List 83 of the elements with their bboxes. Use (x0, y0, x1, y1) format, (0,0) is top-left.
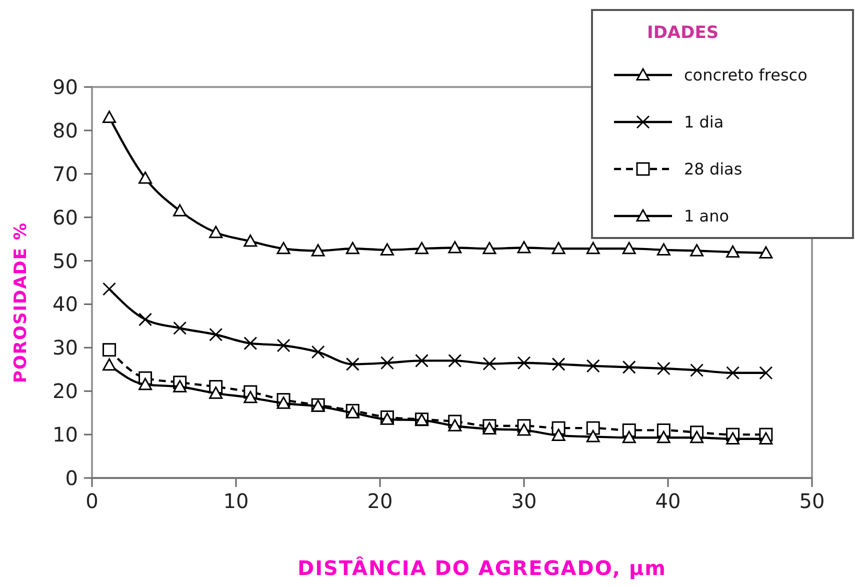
point (482, 422, 496, 434)
point (656, 430, 670, 444)
point (690, 430, 704, 444)
point (586, 430, 600, 442)
point (690, 244, 704, 256)
point (517, 240, 531, 254)
y-tick-label: 20 (52, 379, 78, 404)
point (102, 343, 116, 357)
y-tick-label: 60 (52, 205, 78, 230)
point (244, 234, 258, 247)
y-tick-label: 10 (52, 422, 78, 447)
point (173, 380, 187, 392)
point (138, 312, 152, 326)
point (759, 366, 773, 380)
point (586, 421, 600, 435)
point (656, 362, 670, 376)
point (276, 242, 290, 254)
point (482, 356, 496, 370)
point (586, 242, 600, 254)
point (726, 432, 740, 444)
point (380, 412, 394, 425)
x-tick-label: 30 (511, 489, 537, 513)
point (586, 359, 600, 373)
point (244, 336, 258, 350)
point (448, 354, 462, 368)
point (448, 240, 462, 254)
point (173, 204, 187, 216)
point (415, 354, 429, 368)
point (173, 321, 187, 335)
x-tick-label: 20 (367, 489, 393, 513)
y-tick-label: 30 (52, 336, 78, 360)
point (517, 356, 531, 370)
point (346, 357, 360, 371)
x-axis-title: DISTÂNCIA DO AGREGADO, µm (297, 556, 667, 580)
point (622, 242, 636, 254)
x-tick-label: 0 (86, 489, 98, 513)
point (276, 396, 290, 409)
point (726, 366, 740, 380)
point (102, 282, 116, 296)
point (102, 358, 116, 371)
x-tick-label: 10 (223, 489, 249, 513)
y-tick-label: 80 (52, 118, 78, 142)
point (690, 364, 704, 378)
legend-label: 28 dias (684, 160, 742, 179)
point (552, 242, 566, 254)
point (209, 328, 223, 342)
point (102, 110, 116, 123)
point (311, 244, 325, 256)
point (448, 419, 462, 432)
point (622, 360, 636, 374)
point (380, 356, 394, 370)
y-tick-label: 90 (52, 75, 78, 99)
y-tick-label: 70 (52, 162, 78, 186)
point (552, 428, 566, 441)
point (517, 423, 531, 436)
point (552, 357, 566, 371)
y-axis-title: POROSIDADE % (11, 222, 31, 383)
point (311, 345, 325, 359)
y-tick-label: 0 (65, 466, 78, 490)
legend-label: 1 ano (684, 206, 729, 226)
y-tick-label: 50 (52, 248, 78, 273)
point (656, 243, 670, 256)
point (244, 390, 258, 404)
point (726, 245, 740, 258)
point (622, 430, 636, 444)
point (209, 226, 223, 238)
point (759, 246, 773, 259)
point (415, 242, 429, 254)
point (482, 242, 496, 254)
x-tick-label: 40 (655, 489, 681, 513)
legend-label: 1 dia (684, 112, 724, 132)
point (138, 378, 152, 390)
point (346, 406, 360, 418)
point (276, 338, 290, 352)
x-tick-label: 50 (799, 489, 825, 513)
point (759, 432, 773, 444)
legend-title: IDADES (647, 23, 719, 43)
legend-label: concreto fresco (684, 66, 808, 85)
y-tick-label: 40 (52, 292, 78, 316)
point (138, 171, 152, 184)
point (380, 243, 394, 256)
point (346, 242, 360, 254)
point (209, 386, 223, 399)
